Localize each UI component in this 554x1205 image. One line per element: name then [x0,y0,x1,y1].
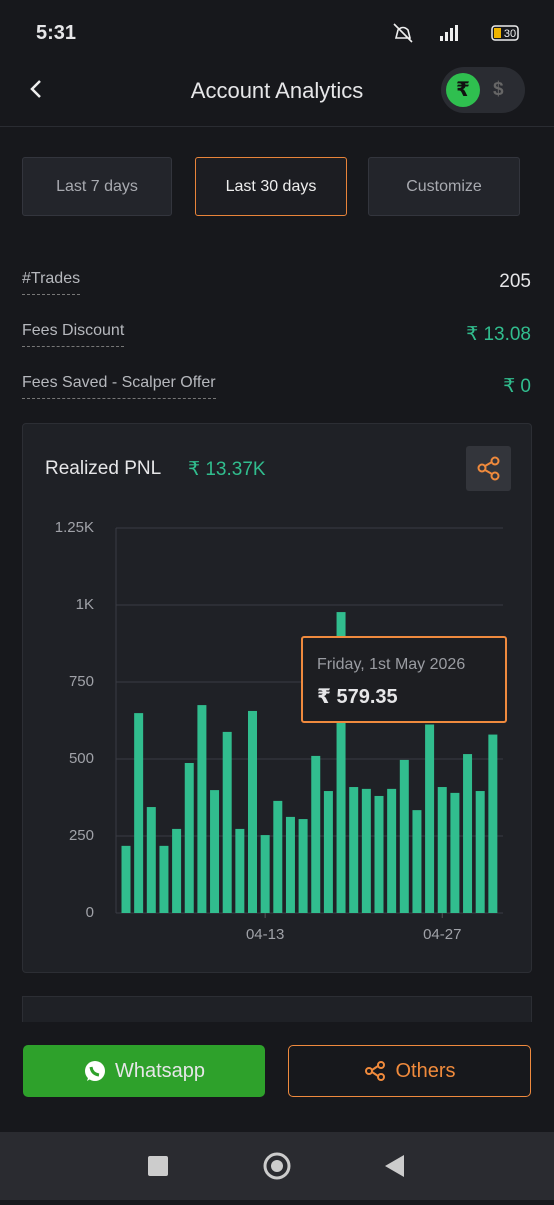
whatsapp-icon [84,1061,105,1081]
tooltip-value: ₹ 579.35 [317,686,398,708]
bar [374,795,384,913]
x-tick-label: 04-27 [423,926,461,943]
bar [336,612,346,913]
bar [285,816,295,913]
divider [0,126,554,127]
bar [121,845,131,913]
next-card [22,996,532,1026]
chart-title: Realized PNL [45,458,162,479]
bar [260,835,270,913]
tab[interactable]: Customize [368,157,520,216]
bar [323,791,333,913]
bar [349,787,359,913]
header-title: Account Analytics [190,78,364,103]
bar [172,828,182,913]
bar [488,734,498,913]
chart: 0 250 500 750 1K 1.25K 04-13 04-27 [55,519,503,943]
share-icon [365,1061,386,1081]
currency-usd[interactable]: $ [493,79,504,100]
bar [437,787,447,913]
stat-label: Fees Discount [22,322,125,347]
button-label: Others [395,1059,456,1082]
nav-bar [0,1132,554,1200]
nav-icons [148,1152,404,1180]
stat-value: ₹ 13.08 [466,324,531,345]
bar [248,710,257,913]
bar [361,788,371,913]
tooltip: Friday, 1st May 2026 ₹ 579.35 [301,636,507,723]
y-tick-label: 250 [69,827,94,844]
tab[interactable]: Last 30 days [195,157,347,216]
tooltip-date: Friday, 1st May 2026 [317,656,466,673]
currency-toggle[interactable]: ₹ $ [441,67,525,113]
bar [311,755,321,913]
status-icons: 30 [393,23,519,43]
stat-label: Fees Saved - Scalper Offer [22,374,216,399]
share-button[interactable] [466,446,511,491]
back-button[interactable] [26,78,46,100]
button-label: Whatsapp [114,1059,206,1082]
whatsapp-button[interactable]: Whatsapp [23,1045,265,1097]
stat-value: ₹ 0 [503,376,531,397]
bar [222,731,232,913]
bar [412,810,422,913]
bar [387,788,397,913]
bar [134,713,144,913]
battery-level: 30 [504,28,516,40]
x-tick-label: 04-13 [246,926,284,943]
bar [399,759,409,913]
status-time: 5:31 [36,22,77,44]
bar [425,724,435,913]
bar [184,763,194,913]
tab[interactable]: Last 7 days [22,157,172,216]
bar [450,792,460,913]
others-button[interactable]: Others [288,1045,531,1097]
bar [210,790,220,913]
bar [463,754,473,913]
bar [273,800,283,913]
y-tick-label: 1K [76,596,94,613]
bar [235,828,245,913]
bar [298,819,308,913]
bar [475,791,485,913]
y-tick-label: 0 [86,904,94,921]
stat-value: 205 [499,271,531,292]
bar [159,845,169,913]
bar [197,705,207,913]
stat-label: #Trades [22,270,81,295]
chart-total: ₹ 13.37K [188,459,266,480]
y-tick-label: 1.25K [55,519,94,536]
y-tick-label: 500 [69,750,94,767]
y-tick-label: 750 [69,673,94,690]
bar [146,807,156,913]
currency-inr[interactable]: ₹ [446,73,480,107]
chart-card: Realized PNL ₹ 13.37K 0 250 500 750 1K 1.25K 0… [22,423,532,973]
